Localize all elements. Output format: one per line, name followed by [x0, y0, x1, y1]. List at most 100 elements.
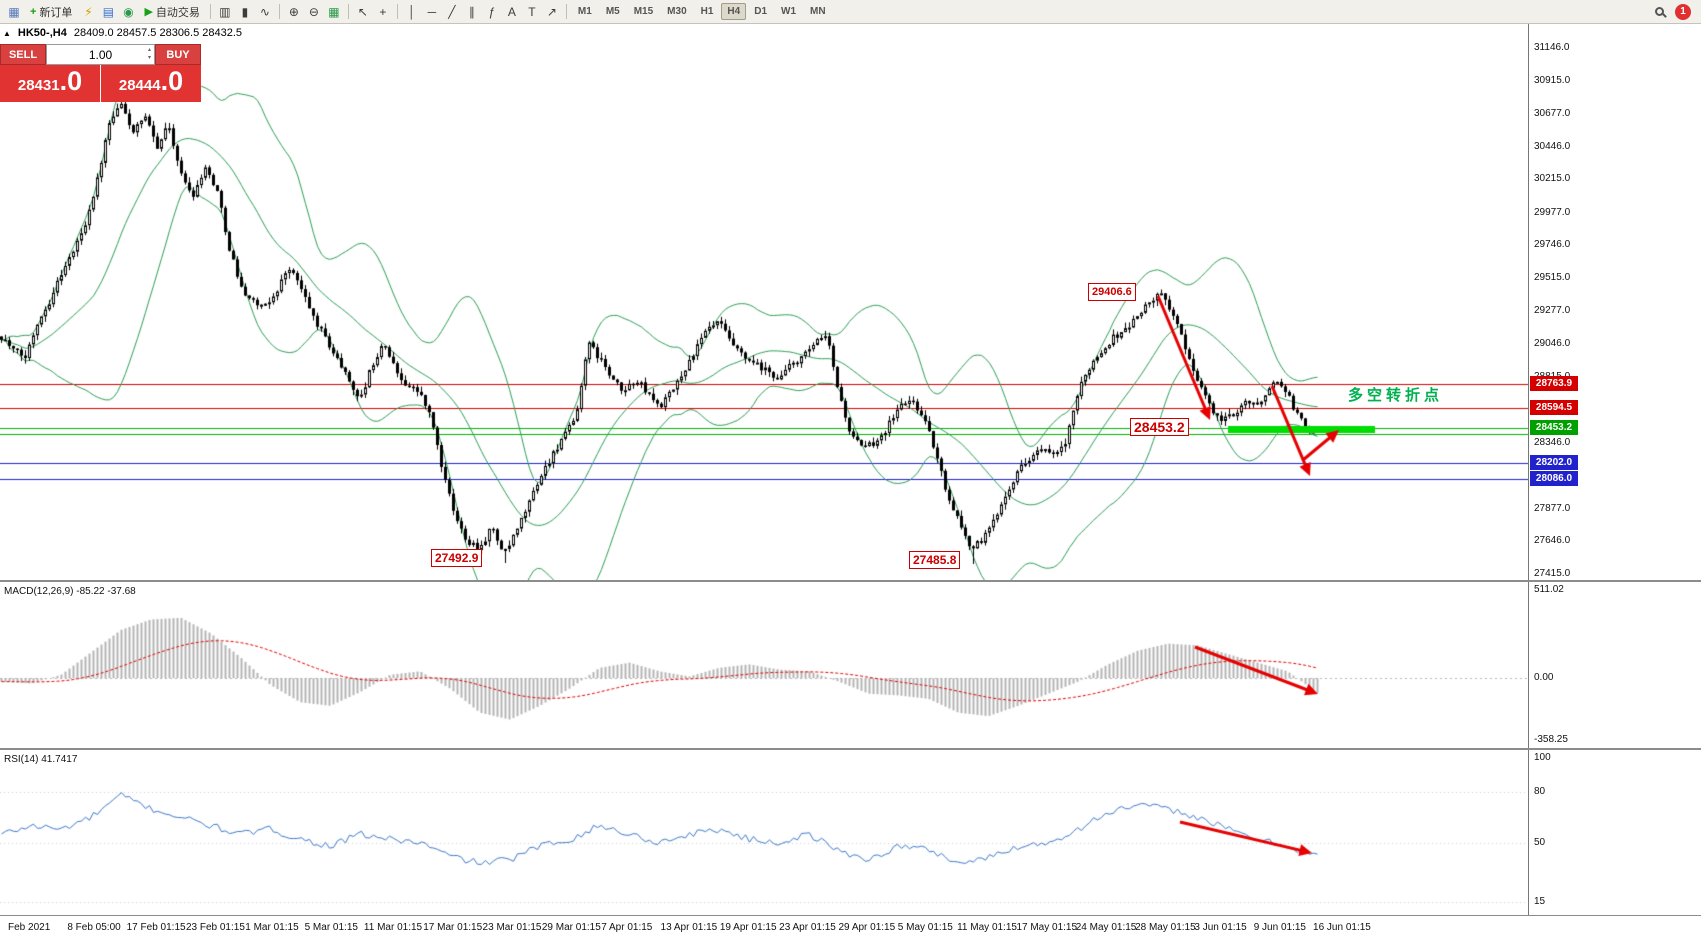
new-order-button-icon: + [30, 5, 37, 18]
time-axis-label: 3 Jun 01:15 [1194, 922, 1247, 933]
toolbar-separator [209, 4, 211, 19]
arrow-tools-icon[interactable]: ↗ [546, 4, 557, 19]
time-axis-label: 17 May 01:15 [1016, 922, 1078, 933]
navigator-icon[interactable]: ◉ [123, 4, 134, 19]
channel-icon[interactable]: ∥ [468, 4, 475, 19]
auto-trading-button[interactable]: ▶ 自动交易 [138, 2, 205, 22]
fibonacci-icon[interactable]: ƒ [488, 4, 496, 19]
chart-window-icon[interactable]: ▦ [8, 4, 20, 19]
zoom-out-icon[interactable]: ⊖ [308, 4, 319, 19]
spin-up-icon[interactable]: ▴ [147, 47, 151, 53]
price-annotation-label[interactable]: 27485.8 [909, 551, 961, 569]
price-annotation-label[interactable]: 27492.9 [431, 549, 483, 567]
macd-indicator-canvas[interactable] [0, 582, 1528, 748]
macd-axis-tick: 511.02 [1534, 584, 1564, 595]
price-axis-tick: 27877.0 [1534, 502, 1571, 514]
main-toolbar: ▦ + 新订单 ⚡ ▤ ◉ ▶ 自动交易 ▥ ▮ ∿ ⊕ ⊖ ▦ ↖ + │ ─ ╱ ∥ ƒ A T ↗ M1 M5 M15 M30… [0, 0, 1701, 24]
time-axis-label: 28 May 01:15 [1135, 922, 1196, 933]
crosshair-icon[interactable]: + [379, 4, 387, 19]
timeframe-button-h4[interactable]: H4 [721, 3, 747, 20]
price-annotation-label[interactable]: 28453.2 [1130, 418, 1189, 436]
timeframe-button-m30[interactable]: M30 [667, 6, 687, 17]
time-axis-label: 5 May 01:15 [897, 922, 953, 933]
macd-label: MACD(12,26,9) -85.22 -37.68 [4, 586, 136, 597]
main-chart-canvas[interactable] [0, 24, 1528, 580]
time-axis-label: 9 Jun 01:15 [1253, 922, 1306, 933]
time-axis-label: 16 Jun 01:15 [1313, 922, 1371, 933]
rsi-indicator-canvas[interactable] [0, 750, 1528, 915]
timeframe-toolbar: M1 M5 M15 M30 H1 H4 D1 W1 MN [571, 0, 833, 24]
one-click-trading-widget: SELL 1.00 ▴ ▾ BUY 28431.0 28444.0 [0, 44, 201, 102]
bar-chart-icon[interactable]: ▥ [219, 4, 231, 19]
toolbar-separator [347, 4, 349, 19]
buy-button[interactable]: BUY [155, 44, 201, 65]
market-watch-icon[interactable]: ▤ [102, 4, 115, 19]
time-axis-label: 17 Mar 01:15 [423, 922, 483, 933]
toolbar-separator [396, 4, 398, 19]
symbol-marker-icon: ▲ [3, 28, 11, 38]
price-axis-tick: 29515.0 [1534, 271, 1571, 283]
spin-down-icon[interactable]: ▾ [147, 55, 151, 61]
auto-trading-button-label: 自动交易 [155, 6, 200, 19]
search-icon[interactable] [1649, 2, 1669, 22]
buy-price-display[interactable]: 28444.0 [101, 65, 201, 102]
price-axis-badge: 28086.0 [1530, 471, 1578, 487]
time-axis-label: 13 Apr 01:15 [660, 922, 718, 933]
vertical-line-icon[interactable]: │ [408, 4, 416, 19]
buy-price-big: .0 [160, 66, 184, 96]
sell-price-main: 28431 [17, 77, 60, 94]
toolbar-buttons: ▦ + 新订单 ⚡ ▤ ◉ ▶ 自动交易 ▥ ▮ ∿ ⊕ ⊖ ▦ ↖ + │ ─ ╱ ∥ ƒ A T ↗ [4, 0, 571, 24]
price-axis-badge: 28594.5 [1530, 399, 1578, 415]
rsi-label: RSI(14) 41.7417 [4, 754, 78, 765]
sell-price-display[interactable]: 28431.0 [0, 65, 100, 102]
label-icon[interactable]: T [528, 4, 536, 19]
tile-windows-icon[interactable]: ▦ [328, 4, 340, 19]
timeframe-button-h1[interactable]: H1 [700, 6, 714, 17]
volume-input[interactable]: 1.00 ▴ ▾ [46, 44, 155, 65]
price-axis-tick: 29277.0 [1534, 305, 1571, 317]
timeframe-button-m5[interactable]: M5 [605, 6, 620, 17]
horizontal-line-icon[interactable]: ─ [427, 4, 437, 19]
timeframe-button-m15[interactable]: M15 [633, 6, 654, 17]
time-axis-label: 29 Apr 01:15 [838, 922, 896, 933]
new-order-button[interactable]: + 新订单 [24, 2, 78, 22]
time-axis-label: 5 Mar 01:15 [304, 922, 358, 933]
trendline-icon[interactable]: ╱ [448, 4, 456, 19]
candlestick-icon[interactable]: ▮ [241, 4, 249, 19]
notification-icon[interactable]: 1 [1675, 3, 1691, 20]
zoom-in-icon[interactable]: ⊕ [288, 4, 299, 19]
volume-spinner[interactable]: ▴ ▾ [148, 46, 151, 62]
toolbar-separator [278, 4, 280, 19]
time-axis-label: 7 Apr 01:15 [601, 922, 653, 933]
chart-info-line: ▲ HK50-,H4 28409.0 28457.5 28306.5 28432… [3, 27, 242, 39]
timeframe-button-m1[interactable]: M1 [577, 6, 592, 17]
timeframe-button-d1[interactable]: D1 [754, 6, 768, 17]
price-axis-tick: 29746.0 [1534, 239, 1571, 251]
time-axis-label: 8 Feb 05:00 [67, 922, 121, 933]
price-axis[interactable]: 31146.0 30915.0 30677.0 30446.0 30215.0 29977… [1528, 24, 1701, 915]
price-axis-tick: 27646.0 [1534, 535, 1571, 547]
expert-wizard-icon[interactable]: ⚡ [84, 4, 93, 19]
time-axis-label: 19 Apr 01:15 [719, 922, 777, 933]
line-chart-icon[interactable]: ∿ [259, 4, 270, 19]
text-icon[interactable]: A [507, 4, 516, 19]
cursor-icon[interactable]: ↖ [357, 4, 368, 19]
time-axis-label: 29 Mar 01:15 [541, 922, 601, 933]
panel-separator[interactable] [0, 748, 1701, 750]
toolbar-right: 1 [1649, 2, 1697, 22]
timeframe-button-w1[interactable]: W1 [781, 6, 797, 17]
sell-button[interactable]: SELL [0, 44, 46, 65]
panel-separator[interactable] [0, 580, 1701, 582]
timeframe-button-mn[interactable]: MN [810, 6, 826, 17]
chart-note-text[interactable]: 多空转折点 [1348, 387, 1444, 404]
price-annotation-label[interactable]: 29406.6 [1088, 283, 1136, 301]
price-axis-tick: 30677.0 [1534, 108, 1571, 120]
sell-price-big: .0 [59, 66, 83, 96]
time-axis-label: 23 Apr 01:15 [779, 922, 836, 933]
auto-trading-button-icon: ▶ [144, 6, 153, 18]
price-axis-tick: 30215.0 [1534, 173, 1571, 185]
price-axis-tick: 31146.0 [1534, 42, 1570, 53]
time-axis[interactable]: Feb 2021 8 Feb 05:00 17 Feb 01:15 23 Feb 01… [0, 915, 1701, 948]
macd-axis-tick: -358.25 [1534, 734, 1568, 745]
